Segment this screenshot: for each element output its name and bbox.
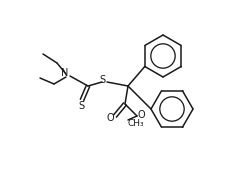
Text: O: O [137, 110, 145, 120]
Text: S: S [78, 101, 84, 111]
Text: N: N [61, 68, 69, 78]
Text: O: O [106, 113, 114, 123]
Text: CH₃: CH₃ [128, 120, 144, 129]
Text: S: S [99, 75, 105, 85]
